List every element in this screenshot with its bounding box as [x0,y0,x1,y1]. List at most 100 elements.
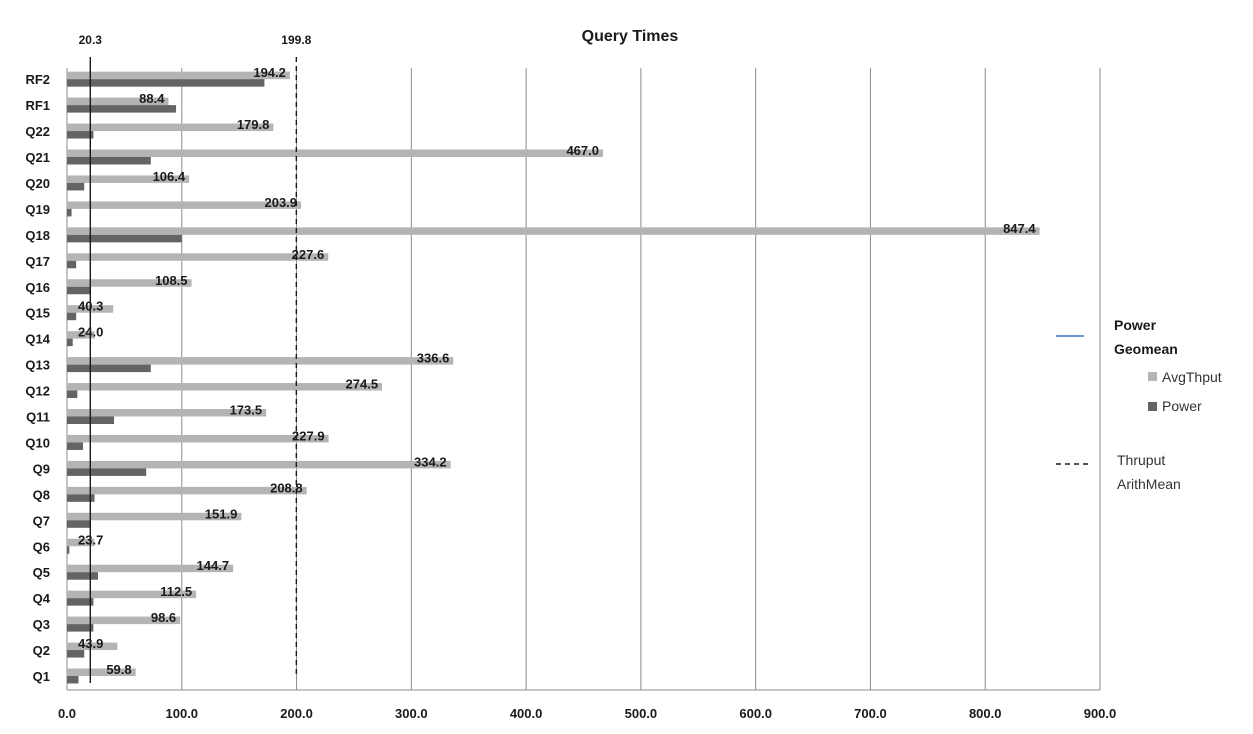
y-category-label: Q10 [25,435,50,450]
y-category-label: Q3 [33,617,50,632]
bar-avgthput-q6 [67,538,95,547]
bar-power-q19 [67,208,72,217]
data-label-q19: 203.9 [264,195,297,210]
x-tick-label: 400.0 [510,706,543,721]
bar-power-rf2 [67,79,265,87]
y-category-label: Q21 [25,150,50,165]
x-tick-label: 200.0 [280,706,313,721]
bar-power-q21 [67,157,151,165]
bar-avgthput-q9 [67,460,451,469]
bar-power-q10 [67,442,84,450]
x-tick-label: 100.0 [166,706,199,721]
data-label-q16: 108.5 [155,273,188,288]
bar-power-q15 [67,312,77,321]
x-tick-label: 700.0 [854,706,887,721]
x-tick-label: 500.0 [625,706,658,721]
bar-avgthput-q2 [67,642,118,651]
bar-avgthput-q10 [67,434,329,443]
y-category-label: Q19 [25,202,50,217]
data-label-q18: 847.4 [1003,221,1036,236]
data-label-q2: 43.9 [78,636,103,651]
data-label-q13: 336.6 [417,351,450,366]
data-label-q20: 106.4 [153,169,186,184]
data-label-q10: 227.9 [292,428,325,443]
legend-swatch-avgthput [1148,372,1157,381]
bar-avgthput-rf1 [67,97,169,106]
y-category-label: Q9 [33,461,50,476]
bar-avgthput-q19 [67,201,302,209]
bar-power-q18 [67,234,182,243]
data-label-q15: 40.3 [78,299,103,314]
bar-avgthput-q1 [67,668,136,676]
legend-label: Thruput [1117,452,1165,468]
chart-title: Query Times [582,28,679,45]
y-category-label: Q8 [33,487,50,502]
bar-avgthput-q14 [67,331,95,339]
bar-avgthput-q4 [67,590,197,599]
bar-avgthput-q12 [67,383,383,391]
bar-avgthput-q18 [67,227,1040,235]
y-category-label: Q17 [25,254,50,269]
legend-label: Geomean [1114,341,1178,357]
y-category-label: Q12 [25,384,50,399]
data-label-q8: 208.8 [270,480,303,495]
bar-power-q1 [67,676,79,684]
ref-line-label: 199.8 [281,33,311,47]
data-label-q1: 59.8 [106,662,131,677]
bar-power-q5 [67,572,98,580]
y-category-label: Q1 [33,669,50,684]
bar-avgthput-q7 [67,512,242,521]
legend-label: AvgThput [1162,369,1222,385]
data-label-q22: 179.8 [237,117,270,132]
bar-power-q6 [67,546,70,554]
bar-power-q20 [67,182,85,191]
data-label-q12: 274.5 [346,377,379,392]
y-category-label: Q18 [25,228,50,243]
y-category-label: Q22 [25,124,50,139]
y-category-label: Q13 [25,358,50,373]
grid-layer [66,68,1101,691]
data-label-q14: 24.0 [78,325,103,340]
bar-power-q17 [67,260,77,269]
bar-power-q4 [67,598,94,606]
bar-avgthput-q3 [67,616,181,625]
y-category-label: Q16 [25,280,50,295]
data-label-rf1: 88.4 [139,91,165,106]
bar-power-q22 [67,131,94,139]
y-category-label: Q4 [33,591,51,606]
bar-power-q12 [67,390,78,399]
bar-avgthput-q5 [67,564,234,573]
reference-lines-layer [89,57,298,683]
x-tick-label: 600.0 [739,706,772,721]
legend-label: Power [1114,317,1157,333]
bar-power-q8 [67,494,95,502]
y-category-label: RF1 [25,98,50,113]
data-label-rf2: 194.2 [253,65,286,80]
bar-avgthput-q11 [67,409,267,417]
y-category-label: Q7 [33,513,50,528]
bar-power-q14 [67,338,73,347]
x-tick-label: 0.0 [58,706,76,721]
bar-power-q2 [67,650,85,658]
labels-layer: 0.0 100.0 200.0 300.0 400.0 500.0 600.0 700.0 80… [25,33,1116,721]
bar-power-q9 [67,468,147,476]
bar-power-q3 [67,624,94,632]
data-label-q11: 173.5 [230,403,263,418]
y-category-label: Q6 [33,539,50,554]
data-label-q7: 151.9 [205,506,238,521]
data-label-q9: 334.2 [414,454,447,469]
y-category-label: Q20 [25,176,50,191]
legend-label: ArithMean [1117,476,1181,492]
bar-power-q16 [67,286,90,295]
y-category-label: RF2 [25,72,50,87]
bar-avgthput-q17 [67,253,329,261]
y-category-label: Q14 [25,332,50,347]
bar-power-rf1 [67,105,177,113]
y-category-label: Q11 [26,410,50,425]
bar-power-q7 [67,520,90,528]
legend: Power Geomean AvgThput Power Thruput ArithMea… [1056,317,1222,492]
data-label-q4: 112.5 [160,584,192,599]
